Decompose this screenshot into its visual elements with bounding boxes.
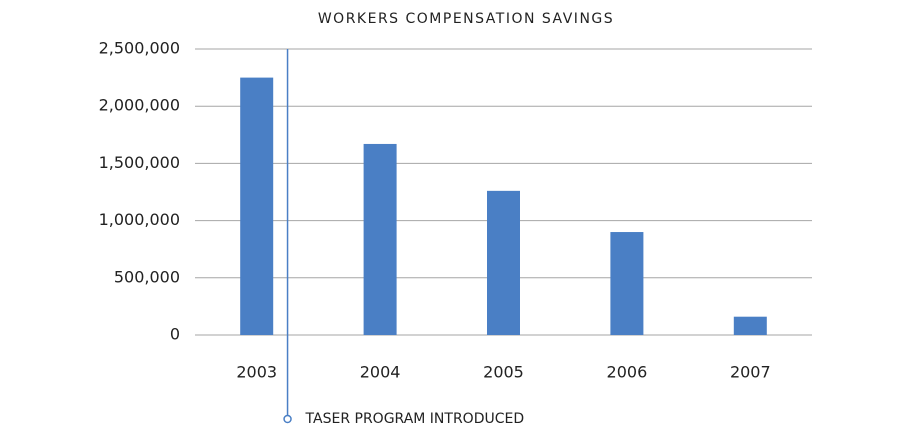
bar xyxy=(240,77,274,335)
y-tick-label: 1,500,000 xyxy=(99,153,180,172)
y-tick-label: 500,000 xyxy=(114,267,180,286)
x-tick-label: 2003 xyxy=(236,363,277,382)
x-tick-label: 2007 xyxy=(730,363,771,382)
chart-title: WORKERS COMPENSATION SAVINGS xyxy=(318,11,614,27)
bar xyxy=(733,316,767,335)
x-tick-label: 2004 xyxy=(360,363,401,382)
y-tick-label: 2,500,000 xyxy=(99,39,180,58)
y-tick-label: 2,000,000 xyxy=(99,96,180,115)
x-tick-label: 2005 xyxy=(483,363,524,382)
annotation-label: TASER PROGRAM INTRODUCED xyxy=(305,411,525,427)
bar xyxy=(610,232,644,335)
bar xyxy=(487,190,520,335)
y-tick-label: 0 xyxy=(170,325,180,344)
x-tick-label: 2006 xyxy=(607,363,648,382)
y-tick-label: 1,000,000 xyxy=(99,210,180,229)
annotation-marker xyxy=(283,414,292,424)
bar xyxy=(363,143,397,335)
